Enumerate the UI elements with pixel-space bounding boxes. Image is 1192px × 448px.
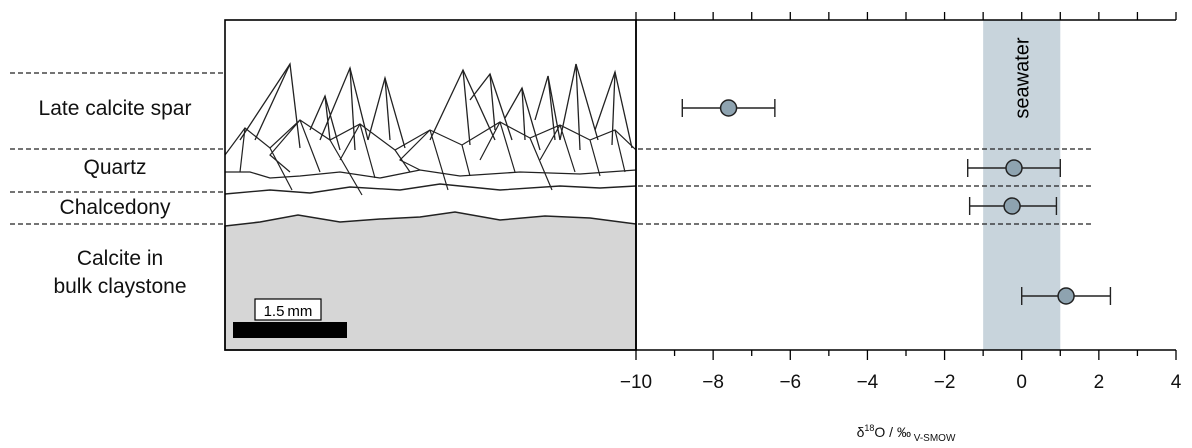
x-tick-label: −4 <box>857 372 879 393</box>
left-separators <box>10 72 225 225</box>
label-quartz: Quartz <box>83 156 147 179</box>
calcite-spar-crystals <box>239 62 633 151</box>
x-tick-label: −6 <box>779 372 801 393</box>
chart: seawater −10 −8 −6 −4 −2 0 2 4 δ18O / ‰ V-SMOW <box>620 12 1182 444</box>
x-tick-label: 2 <box>1094 372 1105 393</box>
x-tick-label: −2 <box>934 372 956 393</box>
data-point <box>1057 287 1075 305</box>
x-axis-title: δ18O / ‰ V-SMOW <box>857 423 956 444</box>
label-calcite-line1: Calcite in <box>76 247 164 270</box>
label-late-calcite-spar: Late calcite spar <box>38 97 192 120</box>
chalcedony-boundary <box>224 183 637 195</box>
quartz-base <box>225 169 637 179</box>
data-point <box>1003 197 1021 215</box>
x-tick-label: −10 <box>620 372 652 393</box>
data-point <box>1005 159 1023 177</box>
x-tick-label: 4 <box>1171 372 1182 393</box>
seawater-label: seawater <box>1012 37 1034 118</box>
sample-illustration <box>224 19 637 351</box>
scale-bar-label: 1.5 mm <box>264 303 313 320</box>
x-tick-label: −8 <box>702 372 724 393</box>
scale-bar-rect <box>233 322 347 338</box>
x-tick-label: 0 <box>1016 372 1027 393</box>
label-chalcedony: Chalcedony <box>59 196 171 219</box>
label-calcite-line2: bulk claystone <box>53 275 187 298</box>
data-point <box>719 99 738 117</box>
scale-bar: 1.5 mm <box>233 298 347 338</box>
quartz-crystals <box>224 119 637 196</box>
